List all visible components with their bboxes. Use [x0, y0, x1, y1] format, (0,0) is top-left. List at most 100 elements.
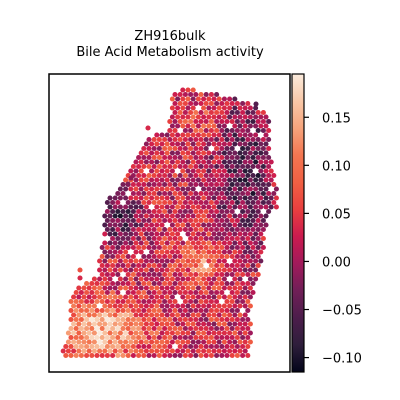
spot — [253, 132, 259, 138]
spot — [227, 177, 233, 183]
spot — [211, 150, 217, 156]
spot — [156, 190, 162, 197]
spot — [211, 141, 217, 147]
spot — [120, 352, 126, 359]
spot — [229, 100, 235, 107]
spot — [201, 249, 207, 255]
spot — [221, 231, 227, 237]
spot — [99, 271, 105, 278]
spot — [154, 294, 160, 300]
spot — [151, 352, 157, 359]
spot — [224, 235, 230, 242]
spot — [216, 150, 222, 156]
spot — [123, 186, 129, 192]
spot — [185, 87, 191, 93]
spot — [255, 208, 261, 215]
spot — [169, 168, 175, 174]
spot — [84, 325, 90, 332]
spot — [130, 217, 136, 224]
chart-title: ZH916bulk — [134, 29, 206, 44]
spot — [182, 262, 188, 269]
spot — [237, 159, 243, 165]
spot — [201, 294, 207, 300]
spot — [164, 240, 170, 246]
spot — [240, 172, 246, 179]
spot — [247, 276, 253, 282]
spot — [234, 325, 240, 332]
spot — [190, 141, 196, 147]
spot — [214, 271, 220, 278]
spot — [102, 240, 108, 246]
spot — [201, 123, 207, 129]
spot — [203, 280, 209, 287]
spot — [247, 168, 253, 174]
spot — [203, 145, 209, 152]
spot — [110, 343, 116, 350]
spot — [255, 262, 261, 269]
spot — [232, 150, 238, 156]
spot — [263, 168, 269, 174]
spot — [203, 307, 209, 314]
spot — [123, 213, 129, 219]
spot — [242, 105, 248, 111]
spot — [193, 190, 199, 197]
spot — [141, 352, 147, 359]
spot — [162, 271, 168, 278]
spot — [133, 330, 139, 336]
spot — [73, 307, 79, 314]
spot — [258, 186, 264, 192]
spot — [117, 258, 123, 264]
spot — [120, 226, 126, 233]
spot — [141, 181, 147, 188]
spot — [242, 114, 248, 120]
spot — [229, 226, 235, 233]
spot — [107, 213, 113, 219]
spot — [253, 222, 259, 228]
spot — [60, 348, 66, 354]
spot — [143, 258, 149, 264]
spot — [229, 271, 235, 278]
spot — [99, 307, 105, 314]
spot — [159, 132, 165, 138]
spot — [78, 343, 84, 350]
spot — [169, 105, 175, 111]
spot — [133, 312, 139, 318]
spot — [237, 276, 243, 282]
spot — [190, 240, 196, 246]
spot — [159, 330, 165, 336]
spot — [164, 150, 170, 156]
spot — [164, 177, 170, 183]
spot — [172, 280, 178, 287]
spot — [77, 267, 83, 273]
spot — [198, 181, 204, 188]
spot — [172, 262, 178, 269]
spot — [214, 235, 220, 242]
spot — [177, 163, 183, 170]
spot — [232, 249, 238, 255]
spot — [216, 303, 222, 309]
spot — [133, 213, 139, 219]
spot — [162, 262, 168, 269]
spot — [255, 226, 261, 233]
spot — [169, 330, 175, 336]
spot — [258, 168, 264, 174]
spot — [78, 307, 84, 314]
spot — [110, 244, 116, 251]
spot — [253, 267, 259, 273]
spot — [208, 316, 214, 323]
spot — [266, 208, 272, 215]
spot — [180, 267, 186, 273]
spot — [172, 244, 178, 251]
spot — [110, 199, 116, 206]
spot — [185, 330, 191, 336]
spot — [188, 199, 194, 206]
spot — [128, 294, 134, 300]
spot — [190, 213, 196, 219]
spot — [84, 280, 90, 287]
spot — [263, 141, 269, 147]
spot — [190, 159, 196, 165]
spot — [133, 186, 139, 192]
spot — [146, 298, 152, 305]
spot — [120, 181, 126, 188]
spot — [224, 280, 230, 287]
